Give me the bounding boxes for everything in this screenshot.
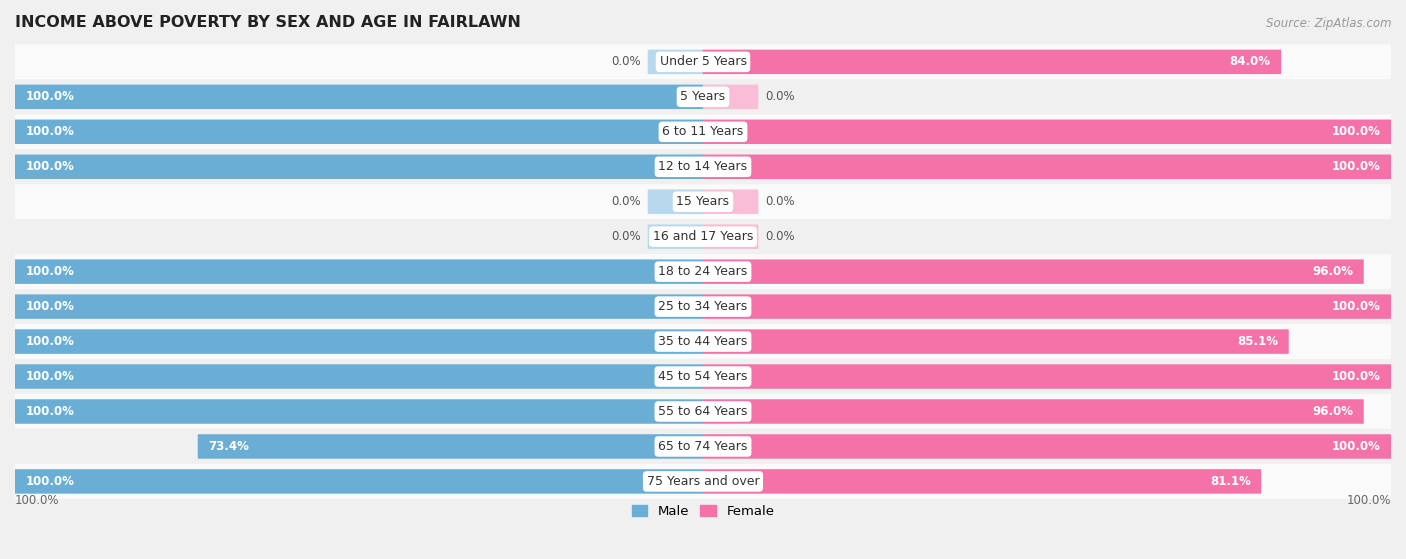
FancyBboxPatch shape [15,464,1391,499]
Text: 73.4%: 73.4% [208,440,249,453]
Text: 100.0%: 100.0% [25,265,75,278]
Text: 0.0%: 0.0% [612,230,641,243]
FancyBboxPatch shape [703,84,758,109]
FancyBboxPatch shape [14,399,703,424]
Text: 0.0%: 0.0% [765,195,794,208]
FancyBboxPatch shape [14,364,703,389]
FancyBboxPatch shape [703,190,758,214]
Text: 100.0%: 100.0% [25,91,75,103]
Text: 100.0%: 100.0% [1347,494,1391,507]
FancyBboxPatch shape [15,289,1391,324]
Text: 6 to 11 Years: 6 to 11 Years [662,125,744,138]
FancyBboxPatch shape [14,154,703,179]
FancyBboxPatch shape [703,154,1392,179]
Text: 15 Years: 15 Years [676,195,730,208]
FancyBboxPatch shape [15,324,1391,359]
Text: 35 to 44 Years: 35 to 44 Years [658,335,748,348]
Text: 100.0%: 100.0% [15,494,59,507]
Text: Source: ZipAtlas.com: Source: ZipAtlas.com [1267,17,1392,30]
FancyBboxPatch shape [15,359,1391,394]
FancyBboxPatch shape [703,259,1364,284]
Text: 100.0%: 100.0% [1331,440,1381,453]
FancyBboxPatch shape [703,434,1392,459]
Text: 55 to 64 Years: 55 to 64 Years [658,405,748,418]
Legend: Male, Female: Male, Female [626,500,780,524]
FancyBboxPatch shape [703,469,1261,494]
Text: 0.0%: 0.0% [765,91,794,103]
Text: 0.0%: 0.0% [765,230,794,243]
Text: Under 5 Years: Under 5 Years [659,55,747,68]
Text: 100.0%: 100.0% [25,160,75,173]
FancyBboxPatch shape [14,295,703,319]
FancyBboxPatch shape [648,225,703,249]
Text: 45 to 54 Years: 45 to 54 Years [658,370,748,383]
FancyBboxPatch shape [703,329,1289,354]
Text: 85.1%: 85.1% [1237,335,1278,348]
Text: 16 and 17 Years: 16 and 17 Years [652,230,754,243]
Text: 100.0%: 100.0% [25,475,75,488]
FancyBboxPatch shape [648,190,703,214]
Text: 5 Years: 5 Years [681,91,725,103]
Text: 75 Years and over: 75 Years and over [647,475,759,488]
FancyBboxPatch shape [14,469,703,494]
FancyBboxPatch shape [15,114,1391,149]
Text: 100.0%: 100.0% [1331,370,1381,383]
FancyBboxPatch shape [15,184,1391,219]
Text: 0.0%: 0.0% [612,55,641,68]
FancyBboxPatch shape [703,295,1392,319]
FancyBboxPatch shape [15,219,1391,254]
FancyBboxPatch shape [15,44,1391,79]
FancyBboxPatch shape [15,429,1391,464]
FancyBboxPatch shape [703,399,1364,424]
FancyBboxPatch shape [648,50,703,74]
Text: INCOME ABOVE POVERTY BY SEX AND AGE IN FAIRLAWN: INCOME ABOVE POVERTY BY SEX AND AGE IN F… [15,15,520,30]
Text: 100.0%: 100.0% [25,335,75,348]
FancyBboxPatch shape [15,149,1391,184]
FancyBboxPatch shape [15,394,1391,429]
Text: 65 to 74 Years: 65 to 74 Years [658,440,748,453]
Text: 96.0%: 96.0% [1312,405,1353,418]
FancyBboxPatch shape [14,84,703,109]
FancyBboxPatch shape [703,225,758,249]
FancyBboxPatch shape [703,364,1392,389]
Text: 100.0%: 100.0% [25,405,75,418]
FancyBboxPatch shape [703,120,1392,144]
FancyBboxPatch shape [15,254,1391,289]
Text: 100.0%: 100.0% [25,300,75,313]
Text: 100.0%: 100.0% [1331,125,1381,138]
Text: 12 to 14 Years: 12 to 14 Years [658,160,748,173]
Text: 96.0%: 96.0% [1312,265,1353,278]
FancyBboxPatch shape [703,50,1281,74]
FancyBboxPatch shape [14,120,703,144]
Text: 25 to 34 Years: 25 to 34 Years [658,300,748,313]
Text: 100.0%: 100.0% [25,125,75,138]
FancyBboxPatch shape [14,259,703,284]
FancyBboxPatch shape [198,434,703,459]
FancyBboxPatch shape [14,329,703,354]
Text: 100.0%: 100.0% [1331,160,1381,173]
Text: 100.0%: 100.0% [1331,300,1381,313]
FancyBboxPatch shape [15,79,1391,114]
Text: 84.0%: 84.0% [1230,55,1271,68]
Text: 18 to 24 Years: 18 to 24 Years [658,265,748,278]
Text: 0.0%: 0.0% [612,195,641,208]
Text: 81.1%: 81.1% [1209,475,1251,488]
Text: 100.0%: 100.0% [25,370,75,383]
